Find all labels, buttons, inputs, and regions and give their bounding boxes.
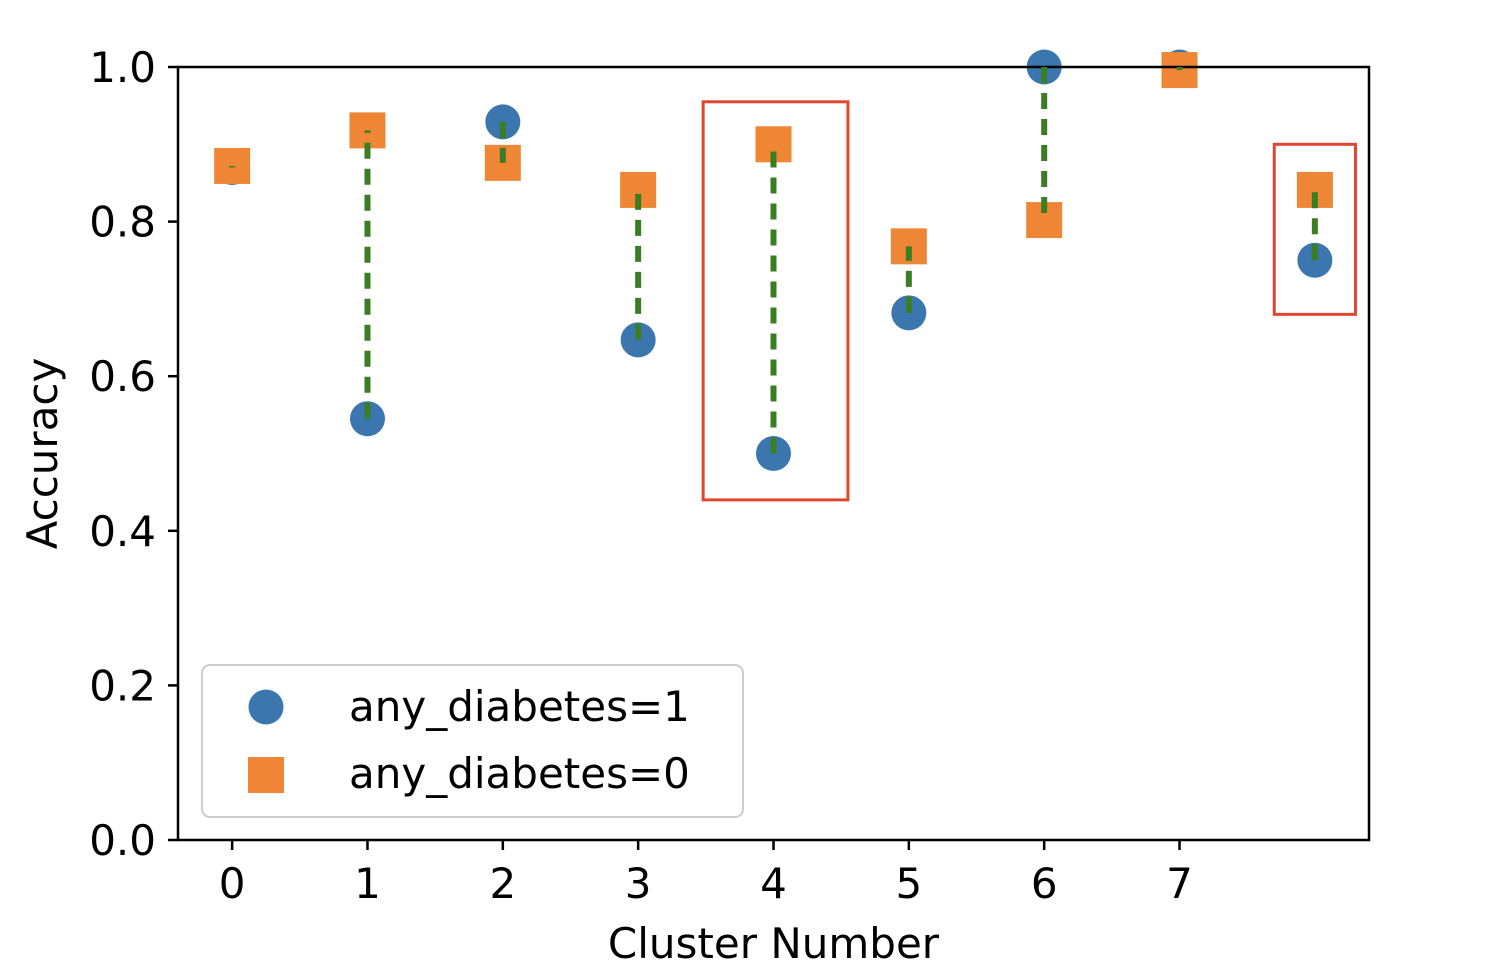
x-tick-label-2: 2: [489, 859, 516, 908]
legend-marker-square: [248, 757, 284, 793]
x-axis-ticks: 0 1 2 3 4 5 6 7: [219, 840, 1193, 908]
gap-lines: [229, 67, 1318, 454]
highlight-boxes: [701, 100, 1357, 502]
point-diabetes-1-cluster-2: [485, 104, 521, 140]
legend: any_diabetes=1 any_diabetes=0: [201, 664, 744, 818]
legend-box: [201, 664, 744, 818]
legend-label-any-diabetes-0: any_diabetes=0: [349, 749, 690, 798]
y-tick-label-0: 0.0: [89, 816, 156, 865]
y-axis-ticks: 0.0 0.2 0.4 0.6 0.8 1.0: [89, 43, 178, 865]
x-tick-label-3: 3: [625, 859, 652, 908]
y-tick-label-4: 0.8: [89, 198, 156, 247]
y-tick-label-1: 0.2: [89, 661, 156, 710]
legend-marker-circle: [248, 689, 284, 725]
x-tick-label-4: 4: [760, 859, 787, 908]
x-tick-label-1: 1: [354, 859, 381, 908]
x-tick-label-5: 5: [895, 859, 922, 908]
x-axis-title: Cluster Number: [608, 919, 940, 968]
x-tick-label-7: 7: [1166, 859, 1193, 908]
y-tick-label-5: 1.0: [89, 43, 156, 92]
highlight-box-0: [701, 100, 850, 502]
x-tick-label-0: 0: [219, 859, 246, 908]
y-axis-title: Accuracy: [18, 358, 67, 550]
highlight-box-1: [1272, 142, 1357, 316]
x-tick-label-6: 6: [1031, 859, 1058, 908]
point-diabetes-0-cluster-1: [349, 112, 386, 149]
y-tick-label-2: 0.4: [89, 507, 156, 556]
y-tick-label-3: 0.6: [89, 352, 156, 401]
legend-label-any-diabetes-1: any_diabetes=1: [349, 682, 690, 731]
